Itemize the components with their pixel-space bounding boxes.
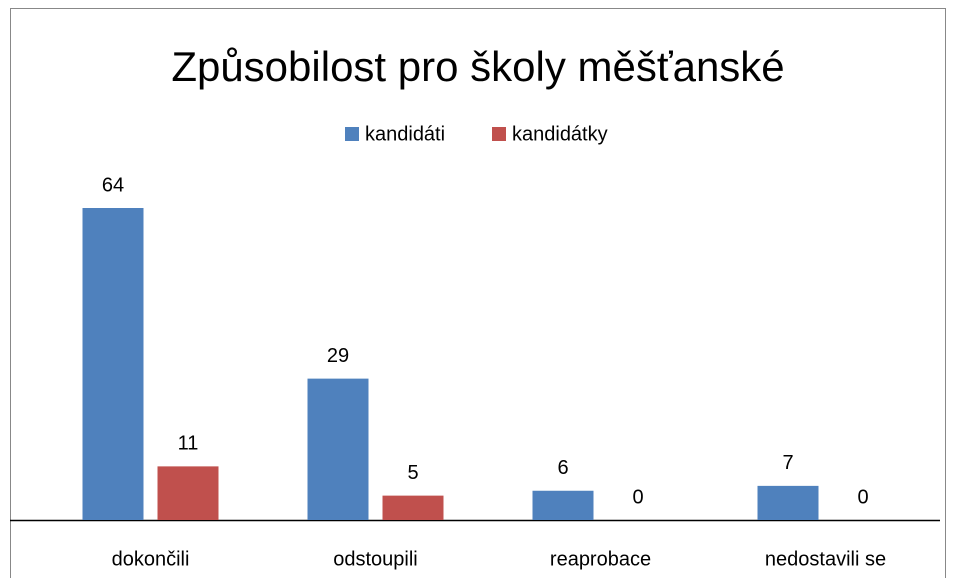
bar [532,490,594,520]
bar [382,495,444,520]
data-label: 64 [102,174,124,196]
data-label: 7 [782,452,793,474]
legend-swatch [345,127,359,141]
data-label: 6 [557,457,568,479]
bar [157,466,219,520]
data-label: 11 [178,433,199,455]
legend-swatch [492,127,506,141]
x-tick-label: reaprobace [550,548,651,570]
bar [82,208,144,520]
x-tick-label: odstoupili [333,548,418,570]
bar [757,485,819,520]
data-label: 0 [632,486,643,508]
data-label: 5 [407,462,418,484]
data-label: 29 [327,345,349,367]
legend-label: kandidátky [512,123,608,145]
x-tick-label: nedostavili se [765,548,886,570]
data-label: 0 [857,486,868,508]
x-tick-label: dokončili [112,548,190,570]
bar [307,378,369,520]
legend-label: kandidáti [365,123,445,145]
chart-title: Způsobilost pro školy měšťanské [171,43,784,90]
